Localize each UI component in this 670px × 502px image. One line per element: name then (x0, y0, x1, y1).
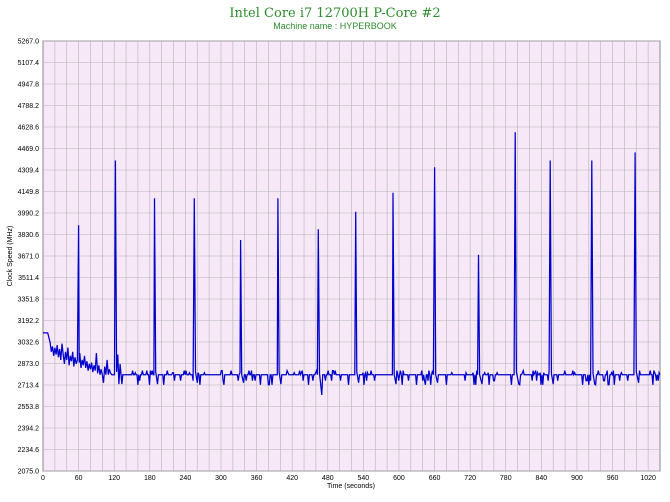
y-axis-label: Clock Speed (MHz) (7, 226, 14, 287)
x-tick-label: 360 (251, 475, 263, 482)
x-tick-label: 120 (108, 475, 120, 482)
chart-subtitle: Machine name : HYPERBOOK (273, 21, 397, 31)
y-tick-label: 4469.0 (18, 146, 40, 153)
y-tick-label: 5267.0 (18, 39, 40, 46)
x-tick-label: 540 (358, 475, 370, 482)
y-tick-label: 3511.4 (18, 275, 39, 282)
x-tick-label: 660 (429, 475, 441, 482)
y-tick-label: 3192.2 (18, 318, 40, 325)
x-tick-label: 180 (144, 475, 156, 482)
x-tick-label: 960 (607, 475, 619, 482)
y-tick-label: 2234.6 (18, 447, 40, 454)
y-tick-label: 2873.0 (18, 361, 40, 368)
x-tick-label: 900 (571, 475, 583, 482)
series-line (43, 132, 661, 395)
y-tick-label: 3032.6 (18, 340, 40, 347)
y-tick-label: 4309.4 (18, 168, 40, 175)
x-tick-label: 840 (536, 475, 548, 482)
y-tick-label: 3830.6 (18, 232, 40, 239)
y-tick-label: 4788.2 (18, 103, 40, 110)
x-tick-label: 720 (464, 475, 476, 482)
y-tick-label: 4628.6 (18, 125, 40, 132)
x-tick-label: 420 (286, 475, 298, 482)
x-tick-label: 600 (393, 475, 405, 482)
x-axis-label: Time (seconds) (327, 483, 375, 490)
x-tick-label: 60 (75, 475, 83, 482)
x-tick-labels: 0 60 120 180 240 300 360 420 480 540 600 660 720 780 8… (41, 475, 656, 482)
grid-lines (43, 40, 660, 472)
y-tick-label: 4149.8 (18, 189, 40, 196)
x-tick-label: 480 (322, 475, 334, 482)
y-tick-label: 2394.2 (18, 426, 40, 433)
y-tick-label: 2553.8 (18, 404, 40, 411)
x-tick-label: 0 (41, 475, 45, 482)
y-tick-label: 3671.0 (18, 254, 40, 261)
x-tick-label: 240 (180, 475, 192, 482)
y-tick-label: 4947.8 (18, 82, 40, 89)
y-tick-label: 3351.8 (18, 297, 40, 304)
y-tick-label: 2075.0 (18, 469, 40, 476)
x-tick-label: 780 (500, 475, 512, 482)
y-tick-label: 2713.4 (18, 383, 40, 390)
y-tick-label: 5107.4 (18, 60, 40, 67)
x-tick-label: 300 (215, 475, 227, 482)
y-tick-label: 3990.2 (18, 211, 40, 218)
y-tick-labels: 2075.0 2234.6 2394.2 2553.8 2713.4 2873.0 3032… (18, 39, 40, 476)
x-tick-label: 1020 (640, 475, 656, 482)
chart-title: Intel Core i7 12700H P-Core #2 (229, 6, 440, 21)
